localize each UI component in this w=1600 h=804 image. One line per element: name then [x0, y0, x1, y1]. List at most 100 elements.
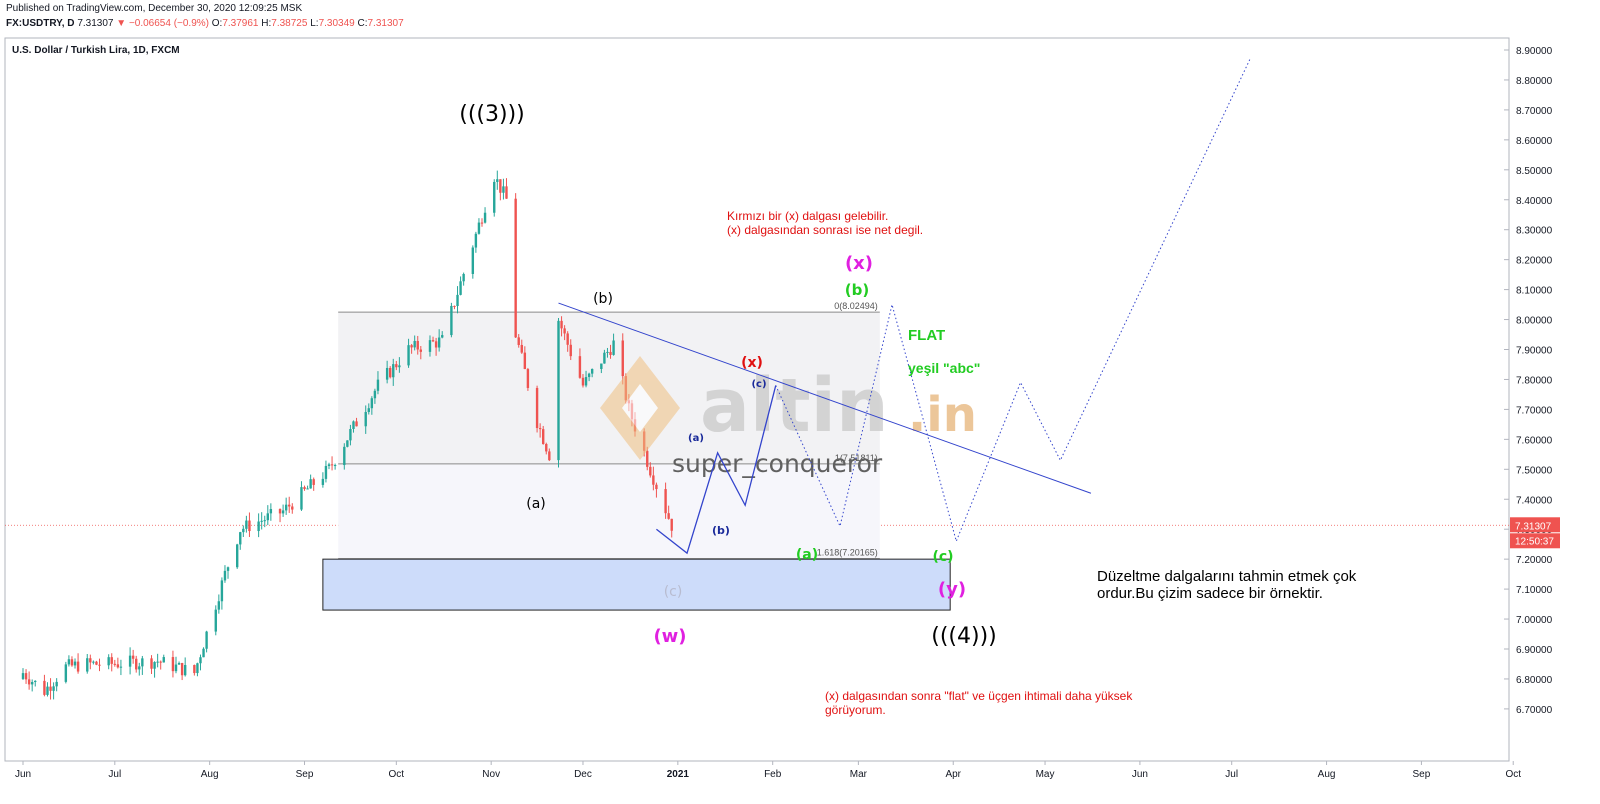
candle-body: [245, 520, 248, 529]
candle-body: [135, 658, 138, 670]
target-box: [322, 558, 951, 611]
y-tick-label: 8.00000: [1516, 316, 1553, 327]
watermark-user: super_conqueror: [672, 449, 883, 478]
candle-body: [670, 518, 673, 531]
y-tick-label: 7.20000: [1516, 555, 1553, 566]
candle-body: [110, 657, 113, 664]
candle-body: [324, 465, 328, 479]
y-tick-label: 6.80000: [1516, 675, 1553, 686]
candle-body: [480, 222, 484, 224]
candle-body: [652, 475, 655, 485]
low-value: 7.30349: [318, 18, 355, 29]
candle-body: [416, 340, 419, 350]
candle-body: [153, 662, 156, 669]
trendline: [558, 302, 1092, 494]
published-line: Published on TradingView.com, December 3…: [6, 3, 303, 14]
candle-body: [410, 345, 413, 348]
candle-body: [649, 466, 652, 476]
note-black-2: ordur.Bu çizim sadece bir örnektir.: [1097, 585, 1323, 602]
candle-body: [584, 377, 588, 386]
candle-body: [434, 341, 438, 348]
candle-body: [395, 364, 398, 368]
candle-body: [462, 273, 465, 282]
candle-body: [431, 340, 435, 342]
candle-body: [560, 320, 563, 329]
price-badge: [1510, 517, 1560, 533]
wave-path-solid: [656, 385, 777, 555]
candle-body: [278, 509, 282, 514]
wave-x-magenta-label: (x): [845, 253, 873, 274]
candle-body: [496, 179, 499, 182]
y-tick-label: 7.50000: [1516, 465, 1553, 476]
candle-body: [437, 337, 441, 348]
watermark: altin .in super_conqueror: [600, 356, 977, 478]
candle-body: [355, 421, 358, 427]
candle-body: [600, 363, 603, 370]
candle-body: [474, 233, 478, 248]
candle-body: [24, 673, 28, 680]
candle-body: [171, 657, 175, 672]
x-tick-label: Sep: [296, 769, 314, 780]
candle-body: [113, 663, 116, 665]
wave-annotations: (((3))) (b) (a) (x) (c) (a) (b) (a) (b) …: [459, 102, 1357, 717]
candle-body: [196, 663, 199, 674]
candle-body: [214, 609, 217, 632]
candle-body: [312, 479, 315, 485]
candle-body: [226, 567, 230, 571]
candle-body: [621, 340, 624, 377]
candle-body: [70, 659, 74, 666]
candle-body: [419, 349, 422, 352]
candle-body: [343, 446, 346, 466]
candle-body: [346, 440, 349, 447]
candle-body: [407, 345, 410, 366]
fib-zone-lower: [338, 463, 880, 559]
candle-body: [428, 340, 432, 352]
candle-body: [86, 658, 89, 672]
wave-a-label: (a): [526, 496, 546, 512]
candle-body: [220, 580, 224, 602]
x-tick-label: Jun: [1132, 769, 1148, 780]
candle-body: [260, 520, 263, 522]
time-axis[interactable]: Jun Jul Aug Sep Oct Nov Dec 2021 Feb Mar Apr May Jun…: [15, 761, 1521, 780]
candle-body: [606, 351, 609, 353]
candle-body: [569, 344, 572, 357]
candle-body: [291, 506, 294, 510]
candle-body: [21, 673, 25, 679]
candle-body: [367, 408, 370, 412]
candle-body: [667, 513, 670, 519]
candle-body: [55, 681, 58, 687]
close-label: C:: [357, 18, 368, 29]
candle-body: [266, 513, 269, 521]
note-red-bottom-2: görüyorum.: [825, 703, 886, 717]
flat-label: FLAT: [908, 327, 945, 344]
candle-body: [177, 663, 181, 665]
candle-body: [288, 504, 291, 507]
high-value: 7.38725: [271, 18, 308, 29]
symbol-label: FX:USDTRY, D: [6, 18, 75, 29]
candle-body: [609, 351, 612, 355]
x-tick-label: Sep: [1413, 769, 1431, 780]
candle-body: [76, 661, 80, 672]
candle-body: [578, 356, 582, 378]
note-red-bottom-1: (x) dalgasından sonra "flat" ve üçgen ih…: [825, 689, 1133, 703]
candle-body: [43, 680, 46, 695]
candle-body: [131, 655, 135, 659]
watermark-tld: .in: [908, 387, 977, 443]
price-chart[interactable]: 0(8.02494)1(7.51811)1.618(7.20165) altin…: [0, 36, 1600, 804]
candle-body: [306, 488, 309, 490]
change-arrow: ▼: [116, 18, 127, 29]
fib-retracement: 0(8.02494)1(7.51811)1.618(7.20165): [322, 301, 951, 611]
x-tick-label: Jun: [15, 769, 31, 780]
candle-body: [538, 428, 542, 430]
candle-body: [392, 364, 395, 378]
wave-b-label: (b): [593, 291, 613, 307]
candle-body: [333, 465, 337, 467]
candle-body: [385, 367, 389, 380]
x-tick-label: Jul: [108, 769, 121, 780]
candle-body: [535, 387, 539, 429]
y-tick-label: 7.70000: [1516, 405, 1553, 416]
y-tick-label: 7.80000: [1516, 375, 1553, 386]
candle-body: [603, 352, 606, 364]
price-axis[interactable]: 8.90000 8.80000 8.70000 8.60000 8.50000 8.400…: [1504, 46, 1560, 716]
y-tick-label: 7.60000: [1516, 435, 1553, 446]
